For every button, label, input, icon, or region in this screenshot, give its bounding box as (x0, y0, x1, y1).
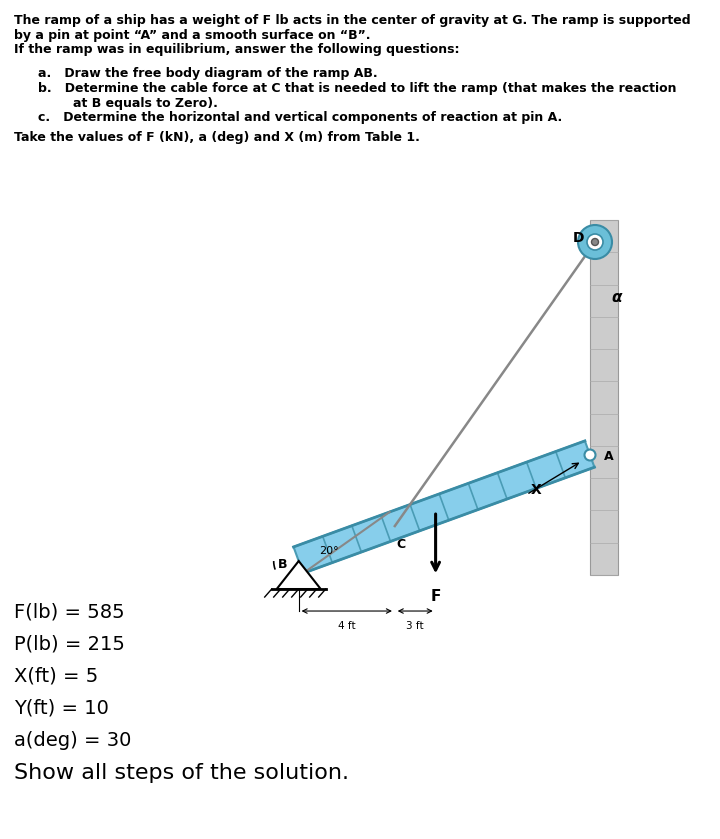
Text: C: C (396, 538, 405, 550)
Text: a.   Draw the free body diagram of the ramp AB.: a. Draw the free body diagram of the ram… (38, 67, 377, 81)
Text: X(ft) = 5: X(ft) = 5 (14, 667, 98, 686)
Text: F: F (431, 589, 441, 604)
Text: X: X (531, 482, 542, 497)
Text: 20°: 20° (319, 546, 338, 556)
Text: F(lb) = 585: F(lb) = 585 (14, 603, 125, 622)
Text: D: D (572, 231, 584, 245)
Text: Show all steps of the solution.: Show all steps of the solution. (14, 763, 349, 783)
Text: b.   Determine the cable force at C that is needed to lift the ramp (that makes : b. Determine the cable force at C that i… (38, 82, 677, 95)
Text: B: B (278, 558, 287, 571)
Text: A: A (604, 451, 613, 463)
Text: Y(ft) = 10: Y(ft) = 10 (14, 699, 109, 718)
Text: 3 ft: 3 ft (406, 621, 424, 631)
Text: c.   Determine the horizontal and vertical components of reaction at pin A.: c. Determine the horizontal and vertical… (38, 111, 562, 124)
Bar (590, 220, 618, 575)
Text: a(deg) = 30: a(deg) = 30 (14, 731, 131, 750)
Text: The ramp of a ship has a weight of F lb acts in the center of gravity at G. The : The ramp of a ship has a weight of F lb … (14, 14, 690, 27)
Text: at B equals to Zero).: at B equals to Zero). (38, 96, 218, 110)
Text: α: α (612, 289, 622, 305)
Circle shape (585, 450, 595, 461)
Text: If the ramp was in equilibrium, answer the following questions:: If the ramp was in equilibrium, answer t… (14, 43, 459, 56)
Text: by a pin at point “A” and a smooth surface on “B”.: by a pin at point “A” and a smooth surfa… (14, 29, 371, 41)
Text: 4 ft: 4 ft (338, 621, 356, 631)
Polygon shape (294, 441, 595, 573)
Polygon shape (276, 561, 320, 589)
Circle shape (592, 238, 598, 246)
Text: P(lb) = 215: P(lb) = 215 (14, 635, 125, 654)
Circle shape (578, 225, 612, 259)
Circle shape (587, 234, 603, 250)
Text: Take the values of F (kN), a (deg) and X (m) from Table 1.: Take the values of F (kN), a (deg) and X… (14, 132, 420, 144)
